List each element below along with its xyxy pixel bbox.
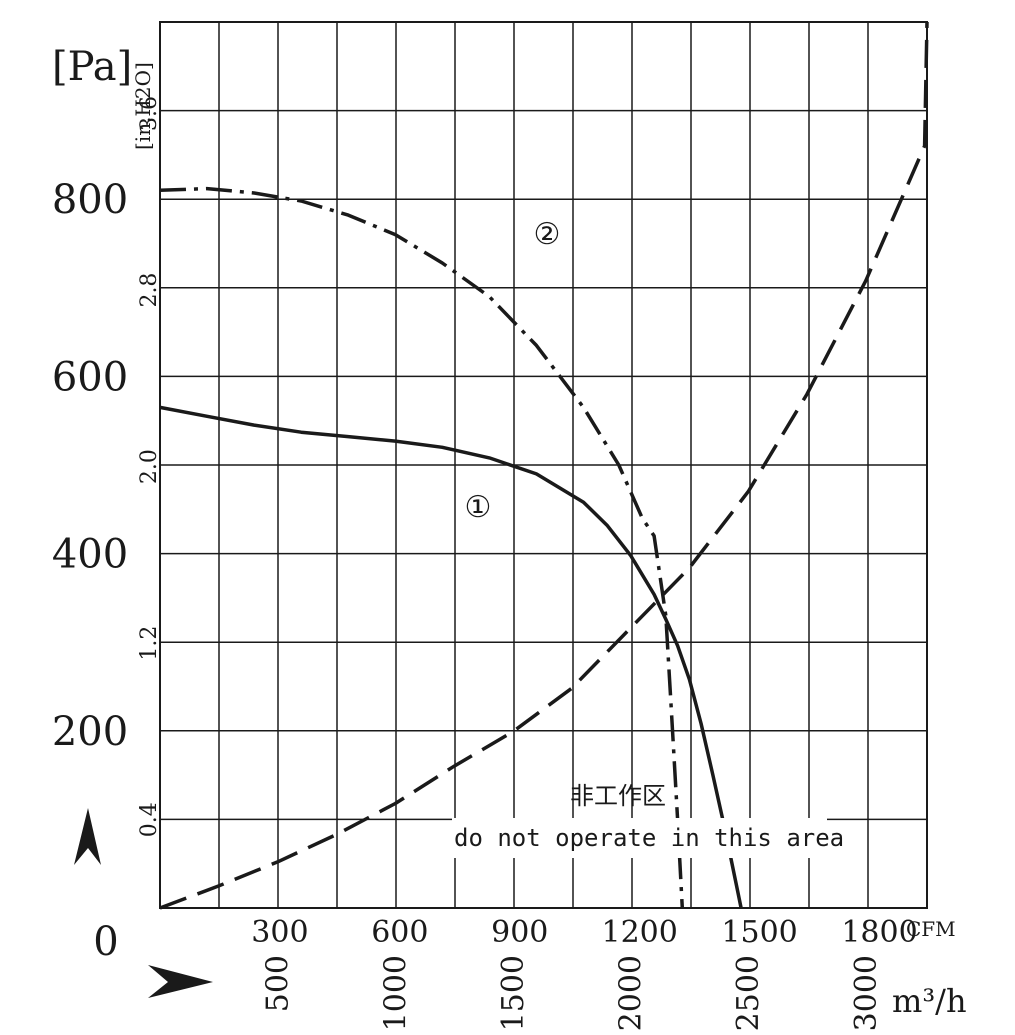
annotation-cn: 非工作区 [570, 782, 666, 810]
note-background [452, 818, 827, 858]
annotation-en: do not operate in this area [454, 824, 844, 852]
x-tick-cfm: 600 [371, 915, 428, 950]
x-unit-m3h: m³/h [892, 982, 967, 1020]
y-unit-inh2o: [in.H2O] [131, 62, 155, 150]
x-tick-cfm: 1200 [602, 915, 678, 950]
curve-3 [159, 21, 929, 910]
y-tick-pa: 600 [52, 354, 128, 400]
y-tick-pa: 800 [52, 177, 128, 223]
curves [159, 21, 929, 910]
x-unit-cfm: CFM [906, 917, 956, 941]
x-tick-cfm: 900 [491, 915, 548, 950]
y-tick-pa: 200 [52, 709, 128, 755]
x-tick-m3h: 3000 [849, 955, 884, 1031]
x-tick-m3h: 500 [261, 955, 296, 1012]
x-tick-m3h: 2500 [731, 955, 766, 1031]
y-tick-inh2o: 2.8 [137, 273, 162, 308]
y-tick-inh2o: 3.6 [137, 96, 162, 131]
y-axis-arrow-icon [74, 808, 101, 865]
y-tick-inh2o: 2.0 [137, 449, 162, 484]
y-unit-pa: [Pa] [52, 44, 132, 90]
y-tick-inh2o: 1.2 [137, 626, 162, 661]
grid [159, 21, 928, 909]
y-tick-inh2o: 0.4 [137, 802, 162, 837]
y-tick-pa: 0 [93, 919, 118, 965]
curve-label-2: ② [534, 217, 561, 252]
curve-1 [159, 405, 743, 909]
x-tick-m3h: 1000 [378, 955, 413, 1031]
y-tick-pa: 400 [52, 532, 128, 578]
x-tick-cfm: 1500 [721, 915, 797, 950]
curve-2 [159, 186, 685, 909]
x-tick-cfm: 300 [251, 915, 308, 950]
x-axis-arrow-icon [148, 965, 213, 998]
curve-label-1: ① [465, 490, 492, 525]
x-tick-m3h: 1500 [496, 955, 531, 1031]
x-tick-m3h: 2000 [614, 955, 649, 1031]
tick-labels: 0 200 400 600 800 0.4 1.2 2.0 2.8 3.6 300 600 900 120… [52, 96, 918, 1031]
x-tick-cfm: 1800 [841, 915, 917, 950]
